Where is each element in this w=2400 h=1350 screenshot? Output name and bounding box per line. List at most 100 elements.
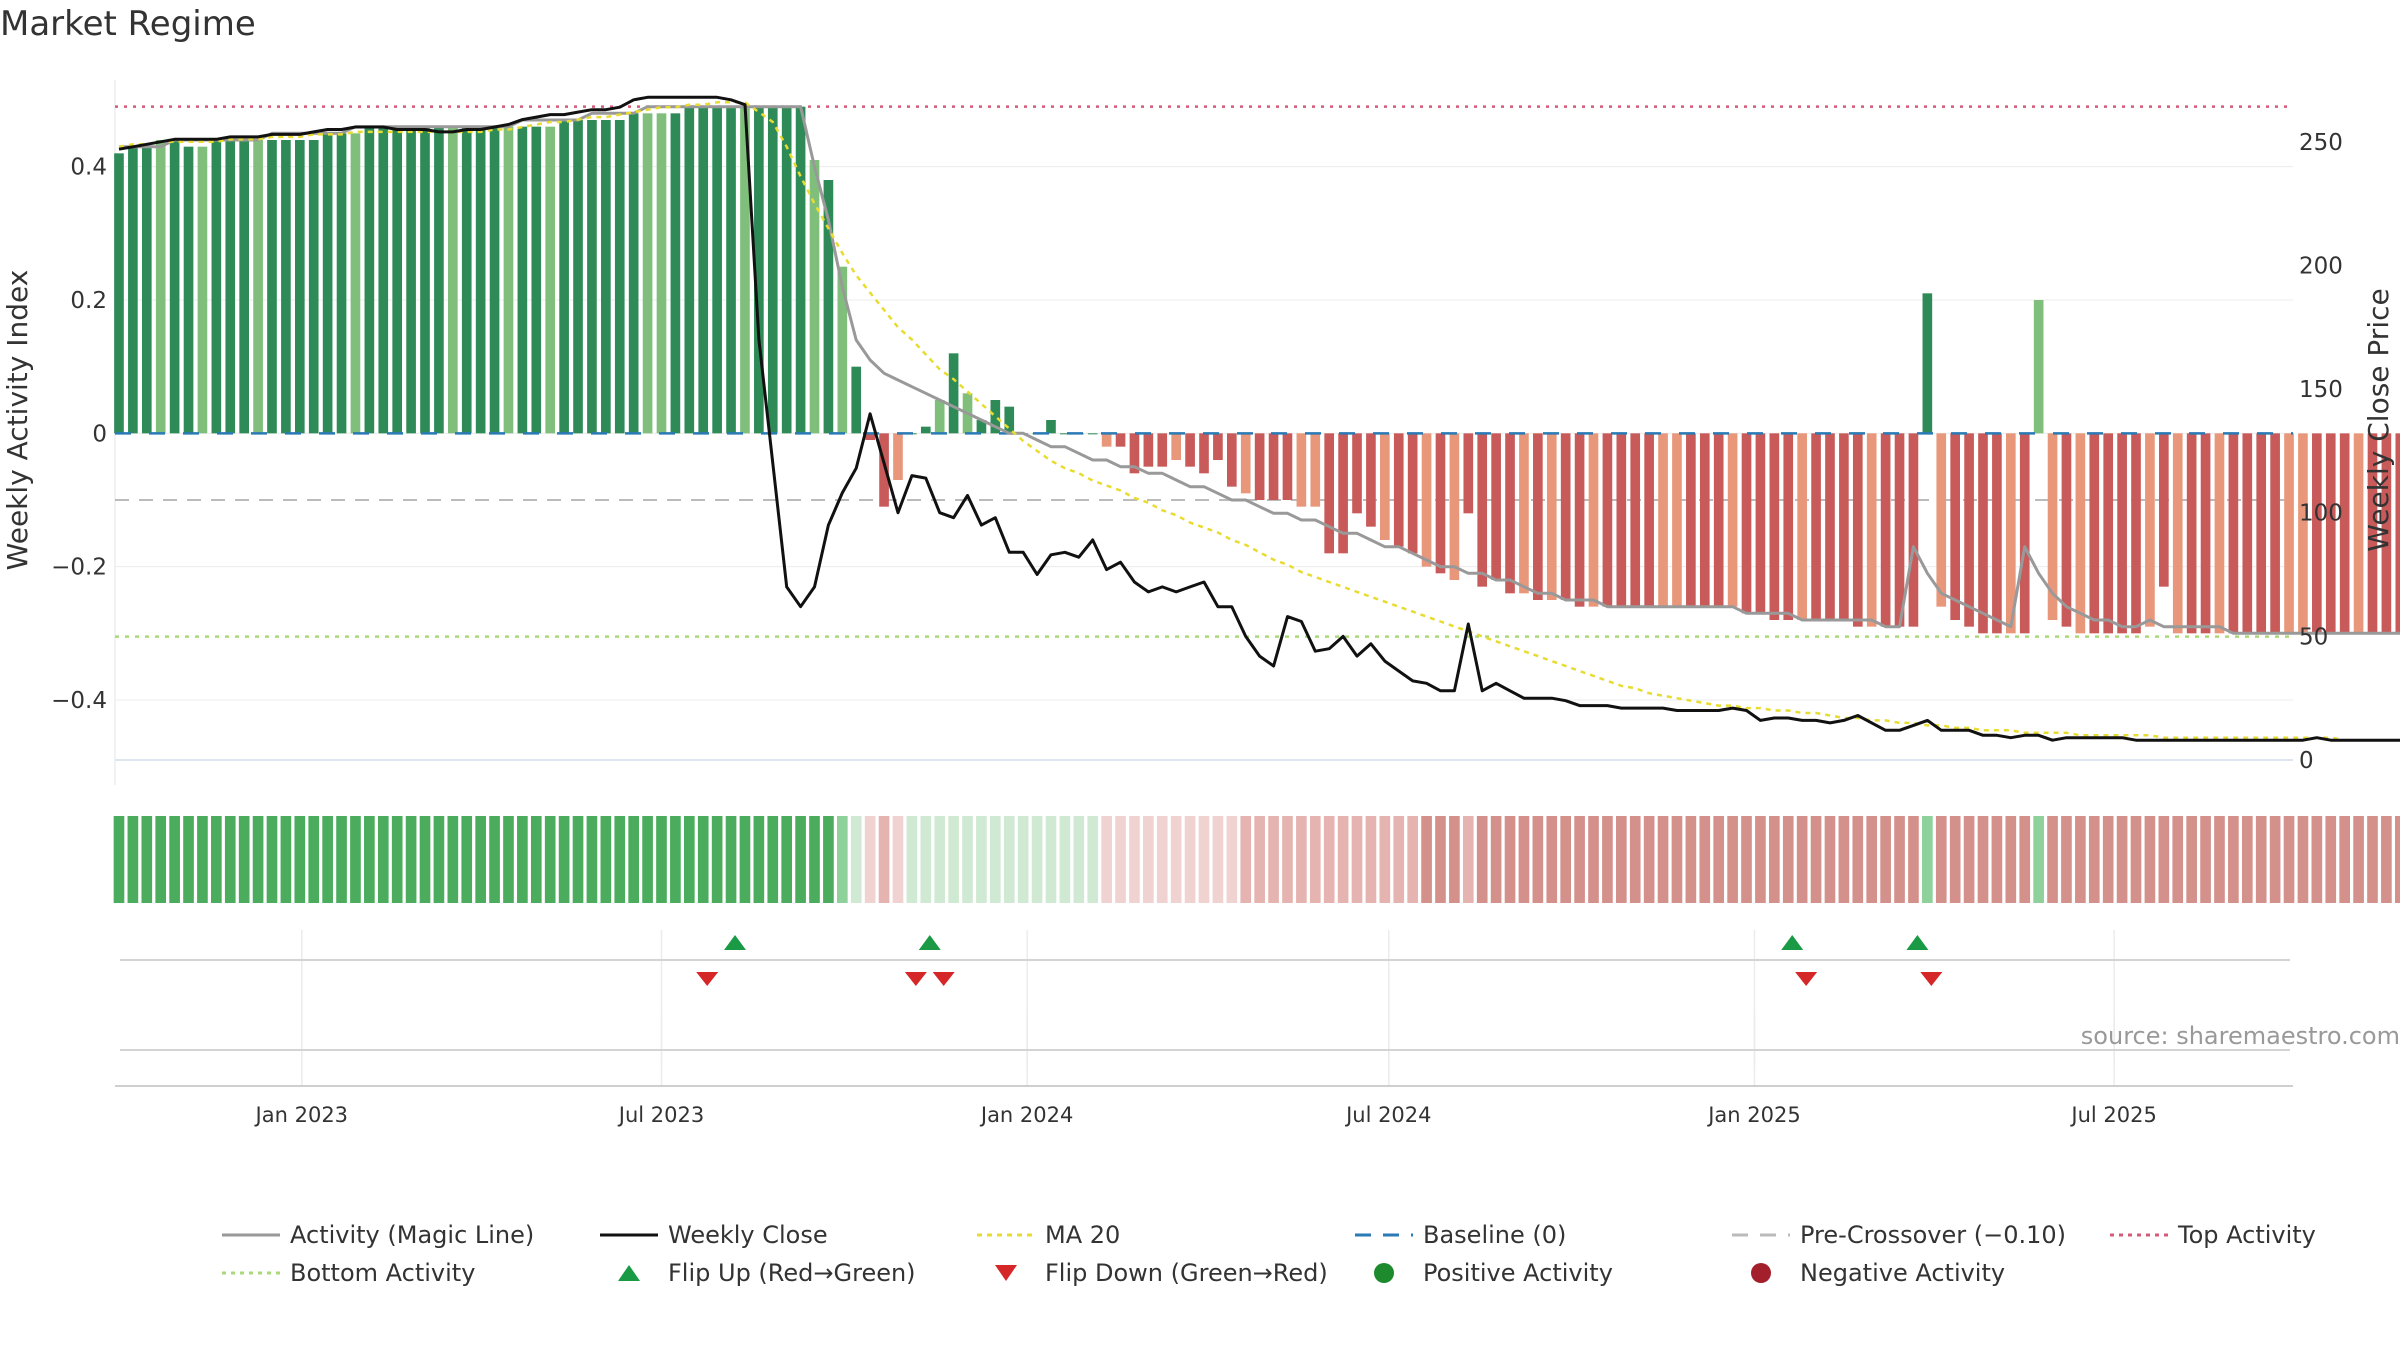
regime-strip-cell [2255,816,2267,903]
regime-strip-cell [614,816,626,903]
activity-bar [795,106,806,434]
regime-strip-cell [948,816,959,903]
regime-strip-cell [1323,816,1335,903]
regime-strip-cell [1810,816,1822,903]
regime-strip-cell [558,816,570,903]
regime-strip-cell [364,816,375,903]
regime-strip-cell [1101,816,1112,903]
activity-bar [1505,433,1515,594]
activity-bar [2145,433,2155,627]
activity-magic-line [119,105,2400,635]
regime-strip-cell [127,816,139,903]
regime-strip-cell [294,816,306,903]
activity-bar [2200,433,2211,634]
activity-bar [1727,433,1738,607]
regime-strip-cell [1184,816,1196,903]
regime-strip-cell [600,816,612,903]
activity-bar [1811,433,1821,620]
activity-bar [1519,433,1529,594]
activity-bar [614,120,625,434]
activity-bar [378,126,389,434]
activity-bar [1185,433,1195,467]
flip-up-marker [724,935,747,950]
activity-bar [281,140,291,434]
regime-strip-cell [169,816,180,903]
regime-strip-cell [1908,816,1919,903]
regime-strip-cell [1407,816,1418,903]
activity-bar [2075,433,2086,634]
regime-strip-cell [1629,816,1641,903]
regime-strip-cell [2325,816,2337,903]
y2-tick-label: 200 [2299,253,2343,279]
regime-strip-cell [1560,816,1572,903]
regime-strip-cell [1212,816,1224,903]
regime-strip-cell [586,816,598,903]
regime-strip-cell [1129,816,1140,903]
activity-bar [2019,433,2030,634]
regime-strip-cell [1977,816,1989,903]
activity-bar [1380,433,1390,540]
activity-bar [2005,433,2016,634]
y2-tick-label: 250 [2299,130,2343,156]
regime-strip-cell [850,816,862,903]
activity-bar [1686,433,1696,607]
regime-strip-cell [739,816,751,903]
regime-strip-cell [1866,816,1878,903]
activity-bar [698,106,709,434]
activity-bar [1797,433,1807,620]
regime-strip-cell [1796,816,1808,903]
activity-bar [2284,433,2294,634]
activity-bar [1992,433,2002,634]
regime-strip-cell [683,816,695,903]
activity-bar [1950,433,1960,620]
activity-bar [2353,433,2364,634]
y2-tick-label: 100 [2299,501,2343,527]
regime-strip-cell [141,816,153,903]
regime-strip-cell [2311,816,2323,903]
activity-bar [2367,433,2378,634]
activity-bar [1616,433,1627,607]
activity-bar [754,106,764,434]
regime-strip-cell [1532,816,1544,903]
activity-bar [1046,420,1056,434]
regime-strip-cell [2088,816,2100,903]
activity-bar [601,120,611,434]
activity-bar [976,420,987,434]
regime-strip-cell [628,816,639,903]
activity-bar [1226,433,1237,487]
activity-bar [1129,433,1140,474]
regime-strip-cell [1254,816,1265,903]
regime-strip-cell [280,816,292,903]
regime-strip-cell [2381,816,2392,903]
activity-bar [948,353,959,434]
regime-strip-cell [1268,816,1279,903]
activity-bar [141,146,152,434]
regime-strip-cell [795,816,806,903]
regime-strip-cell [1880,816,1891,903]
activity-bar [1491,433,1501,580]
regime-strip-cell [2130,816,2142,903]
activity-bar [1101,433,1112,447]
regime-strip-cell [2047,816,2058,903]
regime-strip-cell [990,816,1001,903]
regime-strip-cell [1156,816,1168,903]
activity-bar [197,146,208,434]
activity-bar [1282,433,1293,500]
regime-strip-cell [1588,816,1599,903]
regime-strip-cell [1546,816,1558,903]
activity-bar [364,126,375,434]
ma20-line [118,101,2400,742]
regime-strip-cell [1574,816,1585,903]
activity-bar [183,146,194,434]
regime-strip-cell [976,816,987,903]
activity-bar [1825,433,1835,620]
activity-bar [392,126,403,434]
activity-bar [531,126,542,434]
chart-title: Market Regime [0,4,256,44]
y-tick-label: −0.2 [51,555,107,581]
regime-strip-cell [2394,816,2400,903]
activity-bar [114,153,124,434]
activity-bar [934,400,945,434]
regime-strip-cell [1017,816,1029,903]
regime-strip-cell [962,816,973,903]
